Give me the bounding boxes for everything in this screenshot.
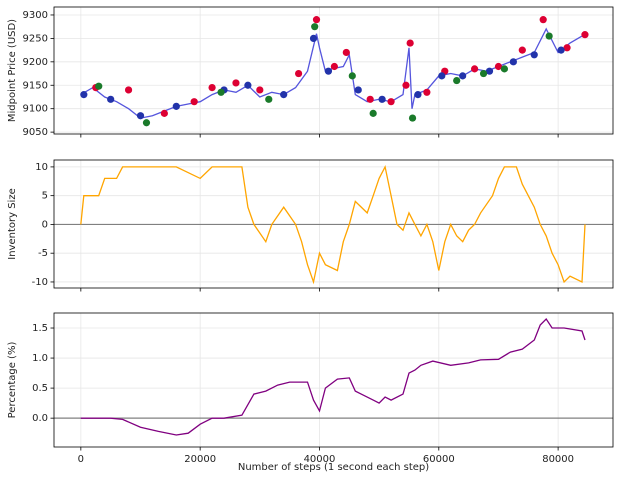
scatter-point	[494, 62, 503, 71]
scatter-point	[459, 72, 467, 80]
plot-area	[54, 313, 613, 447]
scatter-point	[342, 48, 350, 57]
scatter-point	[160, 109, 168, 117]
plot-frame	[53, 6, 614, 135]
scatter-point	[509, 58, 517, 66]
scatter-point	[414, 91, 422, 99]
scatter-point	[217, 88, 225, 96]
x-tick-label: 20000	[184, 454, 216, 465]
scatter-point	[172, 102, 180, 110]
data-line	[80, 164, 586, 285]
x-axis-label: Number of steps (1 second each step)	[238, 462, 429, 473]
scatter-point	[545, 32, 553, 40]
scatter-point	[479, 69, 488, 78]
x-tick-label: 80000	[542, 454, 574, 465]
x-tick-label: 60000	[423, 454, 455, 465]
scatter-point	[518, 46, 526, 54]
plot-area	[54, 7, 613, 134]
scatter-point	[369, 109, 377, 117]
scatter-point	[136, 112, 145, 120]
scatter-point	[80, 91, 88, 99]
scatter-point	[294, 69, 303, 78]
x-tick-label: 40000	[304, 454, 336, 465]
y-tick-label: 9250	[23, 33, 48, 44]
panel: 9050 9100 9150 9200 9250 9300 Midpoint Price (…	[7, 6, 614, 138]
scatter-point	[311, 23, 319, 31]
data-line	[80, 317, 586, 436]
y-tick-label: -5	[38, 248, 48, 259]
y-tick-label: 0	[42, 219, 48, 230]
y-tick-label: 9100	[23, 104, 48, 115]
scatter-point	[142, 119, 151, 127]
y-axis-label: Percentage (%)	[7, 342, 18, 419]
plot-frame	[53, 312, 614, 448]
y-tick-label: -10	[32, 277, 48, 288]
scatter-point	[470, 65, 479, 73]
y-axis-label: Midpoint Price (USD)	[7, 19, 18, 122]
scatter-point	[208, 84, 216, 92]
scatter-point	[312, 16, 321, 24]
scatter-point	[366, 95, 374, 103]
scatter-point	[402, 81, 410, 89]
y-tick-label: 1.5	[32, 323, 48, 334]
scatter-point	[408, 114, 417, 122]
scatter-point	[265, 95, 273, 103]
scatter-point	[387, 98, 395, 106]
scatter-point	[256, 86, 264, 94]
scatter-point	[95, 82, 103, 90]
scatter-point	[563, 44, 571, 52]
scatter-point	[500, 65, 509, 73]
scatter-point	[378, 95, 386, 103]
scatter-point	[438, 72, 446, 80]
scatter-point	[423, 88, 431, 96]
y-tick-label: 0.0	[32, 413, 48, 424]
y-tick-label: 9300	[23, 10, 48, 21]
panel: -10 -5 0 5 10 Inventory Size	[7, 159, 614, 292]
y-tick-label: 9200	[23, 57, 48, 68]
scatter-point	[348, 72, 356, 80]
y-tick-label: 9050	[23, 127, 48, 138]
scatter-point	[232, 79, 240, 87]
scatter-point	[324, 67, 333, 75]
scatter-point	[330, 62, 338, 71]
scatter-point	[190, 98, 198, 106]
y-tick-label: 1.0	[32, 353, 48, 364]
scatter-point	[124, 86, 133, 94]
y-tick-label: 9150	[23, 80, 48, 91]
panel: 0 20000 40000 60000 80000 0.0 0.5 1.0 1.5 Percent…	[7, 312, 614, 473]
scatter-point	[539, 16, 547, 24]
y-axis-label: Inventory Size	[7, 188, 18, 259]
scatter-point	[354, 86, 362, 94]
x-tick-label: 0	[78, 454, 84, 465]
scatter-point	[244, 81, 252, 89]
y-tick-label: 10	[35, 162, 48, 173]
scatter-point	[557, 46, 565, 54]
scatter-point	[485, 67, 494, 75]
scatter-point	[280, 91, 288, 99]
scatter-point	[453, 76, 461, 85]
y-tick-label: 5	[42, 191, 48, 202]
scatter-point	[406, 39, 414, 47]
scatter-point	[107, 95, 115, 103]
y-tick-label: 0.5	[32, 383, 48, 394]
scatter-point	[581, 31, 589, 39]
scatter-point	[530, 51, 538, 59]
scatter-point	[309, 34, 318, 42]
plot-frame	[53, 159, 614, 289]
